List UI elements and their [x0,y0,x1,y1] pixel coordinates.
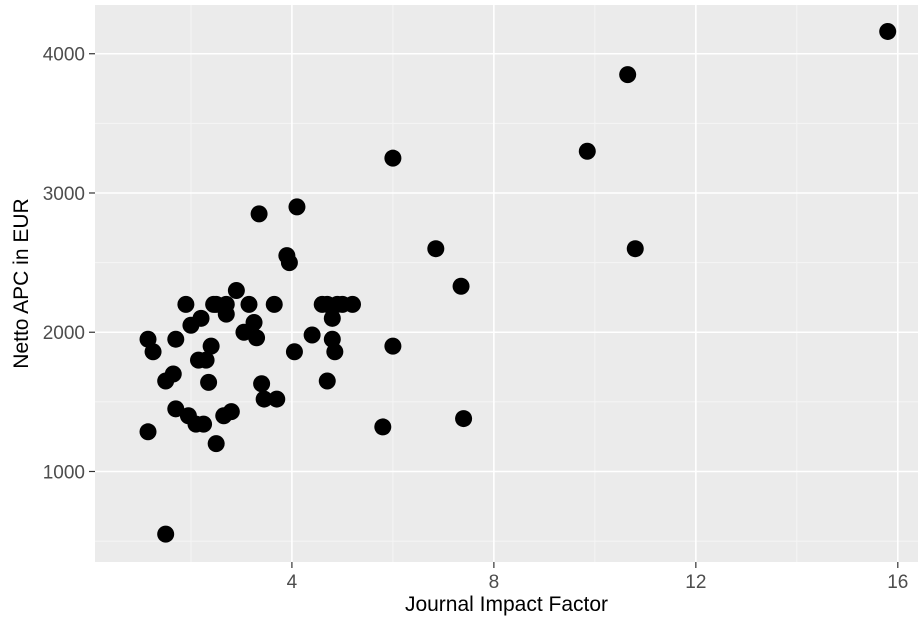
data-point [619,66,637,84]
data-point [253,375,271,393]
data-point [344,295,362,313]
data-point [227,281,245,299]
data-point [280,254,298,272]
data-point [207,435,225,453]
data-point [248,329,266,347]
data-point [255,390,273,408]
data-point [427,240,445,258]
data-point [217,305,235,323]
y-tick-label: 1000 [43,462,85,483]
data-point [197,351,215,369]
x-tick-label: 8 [489,572,500,593]
y-axis-title: Netto APC in EUR [10,198,33,368]
x-axis-ticks: 4 8 12 16 [287,562,908,593]
data-point [326,343,344,361]
data-point [318,372,336,390]
data-point [192,309,210,327]
grid-major [95,5,918,562]
y-tick-label: 4000 [43,45,85,66]
data-point [452,277,470,295]
data-point [578,142,596,160]
data-point [303,326,321,344]
data-point [265,295,283,313]
data-point [240,295,258,313]
data-point [626,240,644,258]
data-point [323,309,341,327]
data-point [384,337,402,355]
y-tick-label: 3000 [43,184,85,205]
x-axis-title: Journal Impact Factor [405,593,608,616]
data-point [202,337,220,355]
data-point [384,149,402,167]
data-point [879,22,897,40]
data-point [200,373,218,391]
data-point [195,415,213,433]
data-point [144,343,162,361]
data-point [222,403,240,421]
data-point [285,343,303,361]
data-point [374,418,392,436]
data-point [245,313,263,331]
data-points [139,22,897,543]
x-tick-label: 12 [685,572,706,593]
data-point [167,400,185,418]
data-point [157,525,175,543]
grid-minor [95,5,918,562]
y-tick-label: 2000 [43,323,85,344]
x-tick-label: 4 [287,572,298,593]
data-point [177,295,195,313]
data-point [164,365,182,383]
y-axis-ticks: 1000 2000 3000 4000 [43,45,95,483]
data-point [250,205,268,223]
x-tick-label: 16 [887,572,908,593]
data-point [167,330,185,348]
plot-panel [95,5,918,562]
data-point [268,390,286,408]
data-point [139,423,157,441]
data-point [455,410,473,428]
data-point [288,198,306,216]
